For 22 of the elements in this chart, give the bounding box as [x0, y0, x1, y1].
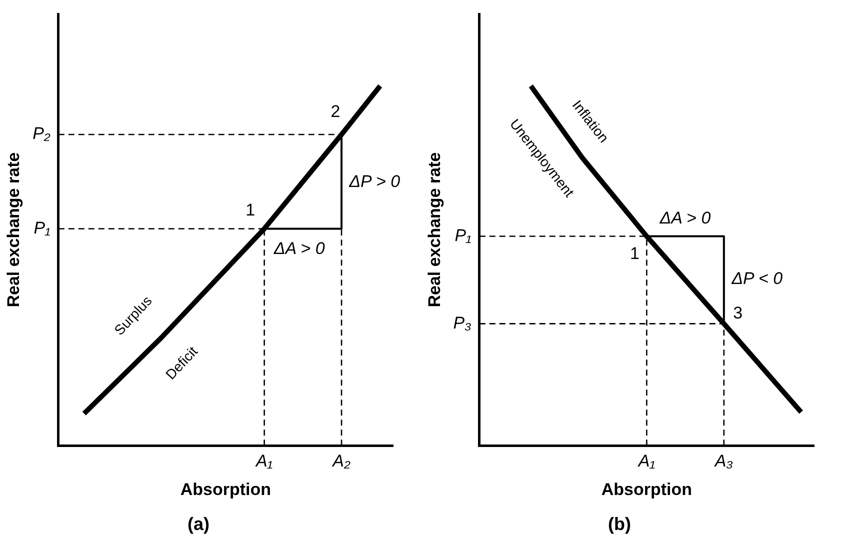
- text: (b): [608, 514, 631, 534]
- ref-line-label: P₁: [454, 226, 472, 246]
- ref-line-label: P₂: [32, 124, 51, 144]
- x-tick-label: A₁: [637, 452, 656, 471]
- x-tick-label: A₁: [254, 452, 273, 471]
- annotation: ΔA > 0: [272, 238, 326, 258]
- ref-line-label: P₃: [453, 313, 472, 332]
- x-axis-title: Absorption: [601, 480, 692, 499]
- annotation: ΔP < 0: [730, 269, 784, 288]
- x-tick-label: A₃: [714, 452, 734, 471]
- x-axis-title: Absorption: [180, 480, 272, 499]
- y-axis-title: Real exchange rate: [424, 152, 444, 308]
- annotation: 1: [246, 200, 256, 220]
- annotation: 1: [630, 244, 640, 263]
- ref-line-label: P₁: [34, 218, 50, 238]
- annotation: 2: [330, 102, 340, 122]
- y-axis-title: Real exchange rate: [4, 152, 23, 308]
- annotation: 3: [733, 303, 743, 322]
- annotation: ΔA > 0: [658, 208, 712, 228]
- x-tick-label: A₂: [332, 452, 351, 471]
- annotation: ΔP > 0: [348, 172, 401, 192]
- text: (a): [188, 514, 210, 534]
